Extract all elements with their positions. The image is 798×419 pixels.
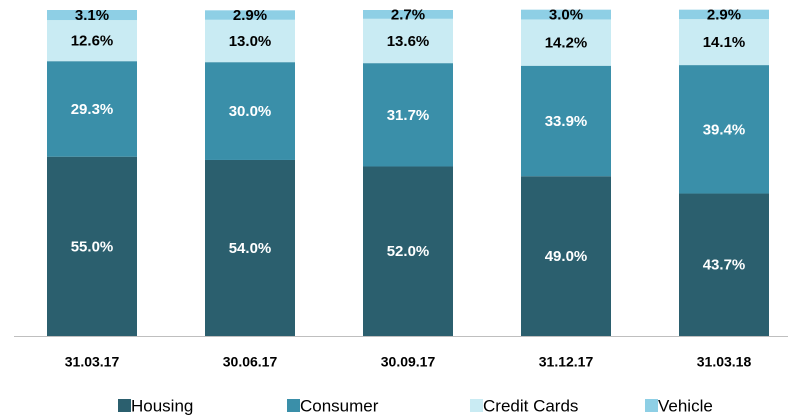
bar-segment — [47, 61, 137, 157]
data-label: 33.9% — [545, 113, 588, 130]
legend-swatch — [287, 399, 300, 412]
data-label: 29.3% — [71, 101, 114, 118]
bar-segment — [47, 156, 137, 336]
x-tick-label: 30.09.17 — [381, 354, 436, 370]
data-label: 13.0% — [229, 33, 272, 50]
bar-segment — [679, 65, 769, 194]
data-label: 13.6% — [387, 33, 430, 50]
data-label: 43.7% — [703, 257, 746, 274]
bar-segment — [205, 62, 295, 160]
bar-segment — [521, 65, 611, 177]
data-label: 31.7% — [387, 107, 430, 124]
bar-segment — [679, 193, 769, 336]
x-tick-label: 30.06.17 — [223, 354, 278, 370]
legend-swatch — [118, 399, 131, 412]
bar-segment — [205, 159, 295, 336]
legend-label: Vehicle — [658, 396, 713, 415]
data-label: 52.0% — [387, 243, 430, 260]
legend-label: Credit Cards — [483, 396, 578, 415]
data-label: 2.9% — [233, 7, 267, 24]
data-label: 14.2% — [545, 35, 588, 52]
bar-segment — [47, 20, 137, 62]
data-label: 3.1% — [75, 7, 109, 24]
data-label: 2.9% — [707, 6, 741, 23]
data-label: 2.7% — [391, 6, 425, 23]
legend-label: Consumer — [300, 396, 379, 415]
data-label: 49.0% — [545, 248, 588, 265]
bar-segment — [521, 176, 611, 336]
bar-segment — [521, 19, 611, 66]
data-label: 54.0% — [229, 240, 272, 257]
data-label: 55.0% — [71, 238, 114, 255]
bar-segment — [363, 10, 453, 19]
bar-segment — [521, 9, 611, 20]
bar-segment — [363, 63, 453, 167]
data-label: 3.0% — [549, 7, 583, 24]
data-label: 12.6% — [71, 33, 114, 50]
legend-swatch — [645, 399, 658, 412]
bar-segment — [679, 19, 769, 66]
bar-segment — [205, 19, 295, 63]
bar-segment — [363, 166, 453, 336]
bar-segment — [47, 10, 137, 21]
data-label: 30.0% — [229, 103, 272, 120]
data-label: 39.4% — [703, 121, 746, 138]
bar-segment — [679, 9, 769, 20]
data-label: 14.1% — [703, 34, 746, 51]
x-tick-label: 31.03.18 — [697, 354, 752, 370]
bar-segment — [363, 18, 453, 64]
bar-segment — [205, 10, 295, 20]
legend-label: Housing — [131, 396, 193, 415]
x-tick-label: 31.03.17 — [65, 354, 120, 370]
x-tick-label: 31.12.17 — [539, 354, 594, 370]
legend-swatch — [470, 399, 483, 412]
